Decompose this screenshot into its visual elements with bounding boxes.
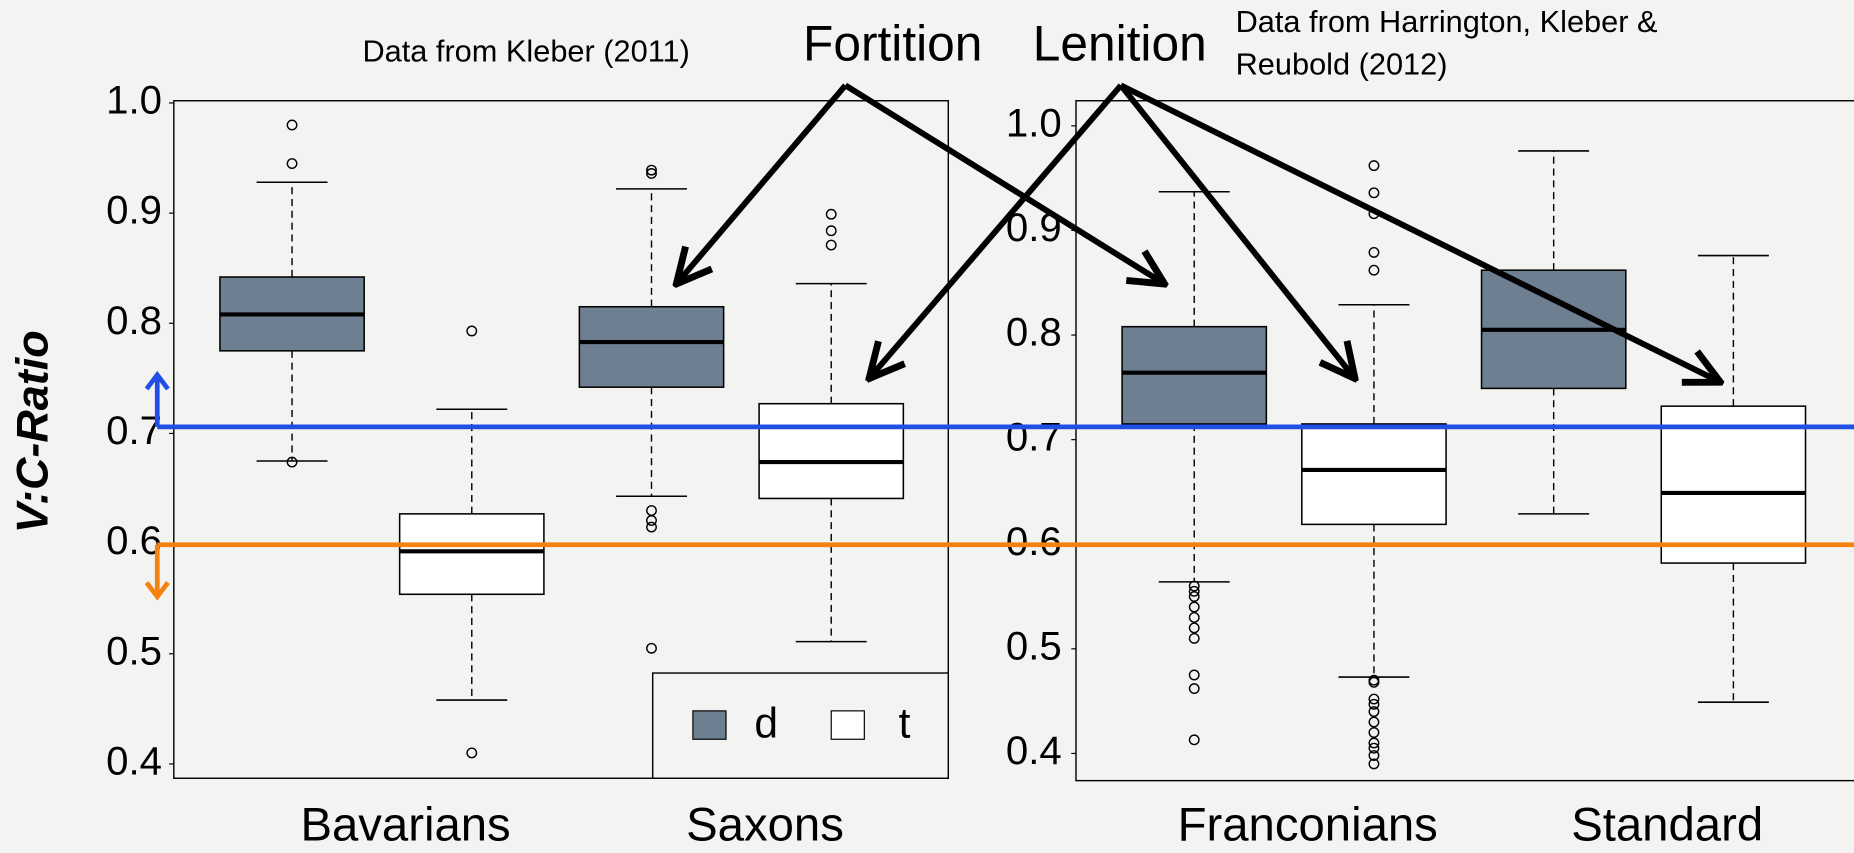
legend-box <box>651 672 949 779</box>
y-tick-label: 0.4 <box>106 739 162 784</box>
outlier <box>1368 716 1380 728</box>
x-tick-label: Franconians <box>1178 798 1438 851</box>
box <box>1301 423 1447 526</box>
y-tick-label: 0.5 <box>106 628 162 673</box>
x-tick-label: Standard <box>1571 798 1763 851</box>
outlier <box>1188 683 1200 695</box>
outlier <box>1368 693 1380 705</box>
outlier <box>286 119 298 131</box>
outlier <box>1368 187 1380 199</box>
box <box>1121 325 1268 425</box>
reference-arrowhead <box>144 370 170 391</box>
outlier <box>286 158 298 169</box>
x-tick-label: Bavarians <box>300 798 510 851</box>
outlier <box>1188 632 1200 644</box>
y-tick-label: 0.7 <box>1006 414 1062 459</box>
legend-label: t <box>899 699 911 747</box>
y-tick-label: 0.7 <box>106 408 162 453</box>
outlier <box>1188 669 1200 681</box>
y-axis-label: V:C-Ratio <box>6 330 57 533</box>
arrow <box>843 82 1164 284</box>
outlier <box>646 505 657 517</box>
outlier <box>1188 601 1200 613</box>
outlier <box>1368 160 1380 172</box>
legend-label: d <box>754 699 778 747</box>
y-tick-label: 1.0 <box>106 78 162 123</box>
arrow <box>1119 82 1720 382</box>
outlier <box>1188 580 1200 592</box>
outlier <box>646 521 657 533</box>
left-title: Data from Kleber (2011) <box>362 34 689 69</box>
box <box>398 513 545 596</box>
outlier <box>1368 676 1380 688</box>
annotation: Fortition <box>803 16 982 72</box>
outlier <box>1368 742 1380 754</box>
outlier <box>646 168 657 179</box>
y-tick-label: 0.5 <box>1006 623 1062 668</box>
x-tick-label: Saxons <box>686 798 844 851</box>
arrow <box>1118 83 1355 378</box>
outlier <box>1368 706 1380 718</box>
outlier <box>1188 622 1200 634</box>
y-tick-label: 0.8 <box>106 298 162 343</box>
outlier <box>646 164 657 176</box>
y-tick-label: 0.4 <box>1006 728 1062 773</box>
right-title: Data from Harrington, Kleber & <box>1236 4 1658 39</box>
outlier <box>1368 727 1380 738</box>
outlier <box>825 225 837 237</box>
legend-swatch <box>830 710 865 740</box>
outlier <box>1368 750 1380 761</box>
y-tick-label: 0.6 <box>1006 519 1062 564</box>
box <box>578 305 725 388</box>
reference-arrowhead <box>144 581 170 601</box>
outlier <box>825 208 837 220</box>
right-title: Reubold (2012) <box>1236 47 1448 82</box>
y-tick-label: 0.9 <box>106 188 162 233</box>
plot-frame <box>1075 100 1854 782</box>
outlier <box>1188 585 1200 597</box>
arrow <box>676 83 848 284</box>
y-tick-label: 0.8 <box>1006 310 1062 355</box>
legend-swatch <box>692 710 727 740</box>
box <box>758 402 905 500</box>
outlier <box>286 456 298 468</box>
outlier <box>646 515 657 526</box>
outlier <box>825 239 837 251</box>
outlier <box>646 642 657 654</box>
outlier <box>1188 612 1200 623</box>
outlier <box>466 325 478 337</box>
box <box>1660 405 1807 564</box>
outlier <box>1188 734 1200 746</box>
outlier <box>1368 737 1380 749</box>
arrow <box>869 83 1124 378</box>
y-tick-label: 1.0 <box>1006 100 1062 145</box>
outlier <box>1368 698 1380 710</box>
outlier <box>1368 246 1380 258</box>
plot-frame <box>173 100 949 779</box>
annotation: Lenition <box>1033 16 1207 72</box>
outlier <box>466 747 478 759</box>
outlier <box>1368 758 1380 770</box>
annotation-arrows <box>676 82 1720 382</box>
outlier <box>1368 264 1380 276</box>
y-tick-label: 0.6 <box>106 518 162 563</box>
outlier <box>1188 591 1200 602</box>
